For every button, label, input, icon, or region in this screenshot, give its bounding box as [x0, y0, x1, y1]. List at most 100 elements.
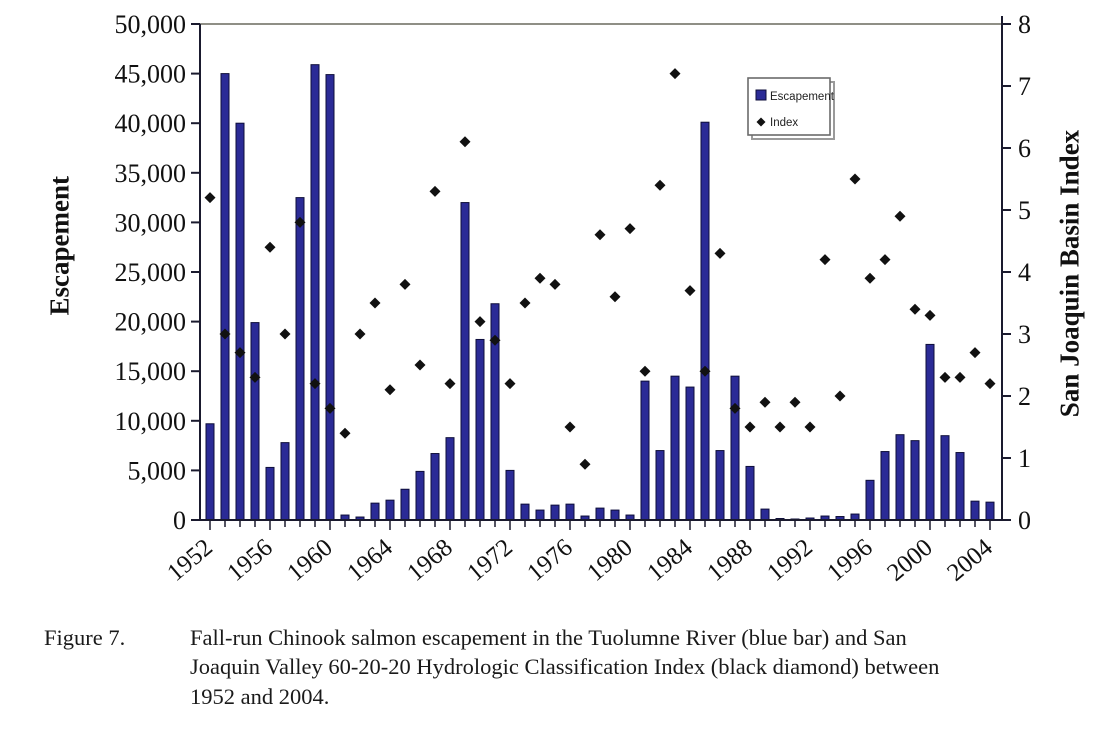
bar-1978 [595, 507, 605, 521]
right-tick-label: 0 [1018, 506, 1031, 535]
bar-1966 [415, 470, 425, 521]
index-point-1985 [699, 365, 711, 377]
left-tick-label: 10,000 [115, 407, 187, 436]
left-tick-label: 0 [173, 506, 186, 535]
index-point-1968 [444, 378, 456, 390]
index-point-1958 [294, 216, 306, 228]
left-tick-label: 40,000 [115, 109, 187, 138]
bar-1979 [610, 509, 620, 521]
index-point-1997 [879, 254, 891, 266]
right-axis-title: San Joaquin Basin Index [1054, 129, 1085, 418]
bar-1987 [730, 375, 740, 521]
index-point-2003 [969, 347, 981, 359]
caption-line-2: Joaquin Valley 60-20-20 Hydrologic Class… [190, 654, 940, 680]
bar-1959 [310, 64, 320, 521]
legend-index-label: Index [770, 117, 798, 129]
bar-1972 [505, 469, 515, 521]
x-tick-label-1972: 1972 [462, 534, 518, 587]
index-point-1977 [579, 458, 591, 470]
index-point-1991 [789, 396, 801, 408]
bar-1960 [325, 74, 335, 521]
right-tick-label: 2 [1018, 382, 1031, 411]
x-tick-label-1996: 1996 [822, 534, 878, 587]
index-point-1970 [474, 316, 486, 328]
index-point-1999 [909, 303, 921, 315]
x-tick-label-1976: 1976 [522, 534, 578, 587]
index-point-1963 [369, 297, 381, 309]
right-tick-label: 5 [1018, 196, 1031, 225]
escapement-bars [205, 64, 995, 521]
bar-1997 [880, 451, 890, 521]
legend: Escapement Index [747, 77, 835, 140]
index-point-1960 [324, 402, 336, 414]
right-tick-label: 8 [1018, 10, 1031, 39]
legend-escapement-swatch [755, 89, 767, 101]
legend-index-swatch [756, 117, 766, 127]
index-point-2000 [924, 309, 936, 321]
right-axis-ticks: 0 1 2 3 4 5 6 7 8 [1002, 10, 1031, 535]
x-tick-label-1952: 1952 [162, 534, 218, 587]
bar-1953 [220, 73, 230, 521]
x-tick-label-1984: 1984 [642, 534, 698, 587]
bar-1955 [250, 322, 260, 521]
right-tick-label: 6 [1018, 134, 1031, 163]
index-point-1982 [654, 179, 666, 191]
bar-1989 [760, 508, 770, 521]
caption-line-3: 1952 and 2004. [190, 683, 330, 709]
figure-caption-text: Fall-run Chinook salmon escapement in th… [190, 623, 1040, 711]
left-tick-label: 35,000 [115, 159, 187, 188]
bar-1958 [295, 197, 305, 521]
bar-2004 [985, 501, 995, 521]
index-point-1952 [204, 192, 216, 204]
bar-1983 [670, 375, 680, 521]
index-point-1972 [504, 378, 516, 390]
index-point-1986 [714, 247, 726, 259]
index-point-1974 [534, 272, 546, 284]
index-point-1979 [609, 291, 621, 303]
bar-1974 [535, 509, 545, 521]
index-point-1956 [264, 241, 276, 253]
bar-1981 [640, 380, 650, 521]
index-point-2002 [954, 371, 966, 383]
x-tick-label-1960: 1960 [282, 534, 338, 587]
index-point-2001 [939, 371, 951, 383]
x-tick-label-1956: 1956 [222, 534, 278, 587]
bar-1956 [265, 466, 275, 521]
x-tick-label-1968: 1968 [402, 534, 458, 587]
bar-1952 [205, 423, 215, 521]
x-tick-label-2004: 2004 [942, 534, 998, 587]
index-points [204, 68, 996, 470]
bar-1964 [385, 499, 395, 521]
index-point-1971 [489, 334, 501, 346]
left-tick-label: 45,000 [115, 60, 187, 89]
index-point-1975 [549, 278, 561, 290]
bar-1957 [280, 442, 290, 521]
index-point-1966 [414, 359, 426, 371]
bar-1973 [520, 503, 530, 521]
bar-1965 [400, 488, 410, 521]
index-point-1959 [309, 378, 321, 390]
index-point-1957 [279, 328, 291, 340]
x-tick-label-1988: 1988 [702, 534, 758, 587]
left-tick-label: 25,000 [115, 258, 187, 287]
right-tick-label: 3 [1018, 320, 1031, 349]
index-point-1983 [669, 68, 681, 80]
index-point-1955 [249, 371, 261, 383]
index-point-2004 [984, 378, 996, 390]
index-point-1994 [834, 390, 846, 402]
figure-number-label: Figure 7. [44, 625, 126, 650]
right-tick-label: 4 [1018, 258, 1031, 287]
bar-2002 [955, 452, 965, 521]
index-point-1987 [729, 402, 741, 414]
index-point-1992 [804, 421, 816, 433]
index-point-1965 [399, 278, 411, 290]
bar-1988 [745, 465, 755, 521]
bar-1968 [445, 437, 455, 521]
bar-1954 [235, 122, 245, 521]
x-tick-label-2000: 2000 [882, 534, 938, 587]
legend-escapement-label: Escapement [770, 91, 835, 103]
index-point-1976 [564, 421, 576, 433]
left-tick-label: 30,000 [115, 208, 187, 237]
index-point-1998 [894, 210, 906, 222]
